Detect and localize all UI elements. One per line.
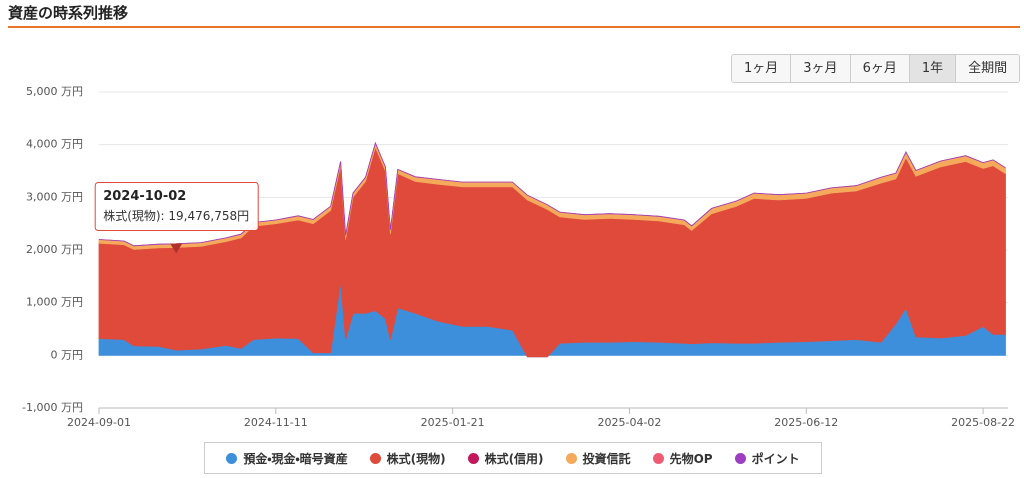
x-tick-label: 2024-11-11 [244,416,308,429]
x-tick-label: 2025-04-02 [597,416,661,429]
legend-item[interactable]: 投資信託 [565,450,631,467]
legend-item[interactable]: 先物OP [652,450,713,467]
title-rule [8,26,1020,28]
range-button[interactable]: 1年 [908,55,956,82]
x-tick-label: 2024-09-01 [67,416,131,429]
tooltip-box [94,181,259,231]
area [98,141,1006,247]
tooltip-date: 2024-10-02 [103,189,186,204]
x-tick-label: 2025-06-12 [774,416,838,429]
legend-label: 株式(信用) [484,451,544,466]
x-tick-label: 2025-08-22 [951,416,1015,429]
range-buttons: 1ヶ月 3ヶ月 6ヶ月 1年 全期間 [731,54,1021,83]
legend-marker [467,452,479,464]
tooltip-value: 株式(現物): 19,476,758円 [103,208,249,223]
legend: 預金・現金・暗号資産 株式(現物) 株式(信用) 投資信託 先物OP ポイント [204,442,822,474]
area [98,146,1006,358]
legend-marker [652,452,664,464]
legend-label: 投資信託 [582,451,631,466]
y-tick-label: 0 万円 [51,348,84,361]
y-tick-label: 4,000 万円 [26,138,83,151]
range-button[interactable]: 全期間 [955,55,1020,82]
chart: -1,000 万円 0 万円 1,000 万円 2,000 万円 3,000 万円 4,0… [22,85,1015,429]
range-button[interactable]: 3ヶ月 [790,55,850,82]
y-tick-label: -1,000 万円 [22,401,83,414]
y-tick-label: 2,000 万円 [26,243,83,256]
legend-label: ポイント [751,451,800,466]
legend-label: 先物OP [669,451,713,466]
legend-marker [734,452,746,464]
legend-label: 株式(現物) [386,451,446,466]
y-tick-label: 3,000 万円 [26,190,83,203]
legend-item[interactable]: 株式(現物) [369,450,446,467]
legend-item[interactable]: 預金・現金・暗号資産 [226,450,348,467]
range-button[interactable]: 1ヶ月 [732,55,791,82]
legend-marker [565,452,577,464]
tooltip-marker [170,243,183,254]
legend-item[interactable]: 株式(信用) [467,450,544,467]
range-button[interactable]: 6ヶ月 [849,55,909,82]
page-title: 資産の時系列推移 [8,4,129,22]
legend-item[interactable]: ポイント [734,450,800,467]
y-tick-label: 5,000 万円 [26,85,83,98]
legend-marker [226,452,238,464]
y-tick-label: 1,000 万円 [26,296,83,309]
x-tick-label: 2025-01-21 [421,416,485,429]
legend-label: 預金・現金・暗号資産 [243,451,348,466]
legend-marker [369,452,381,464]
tooltip: 2024-10-02 株式(現物): 19,476,758円 [94,181,259,231]
